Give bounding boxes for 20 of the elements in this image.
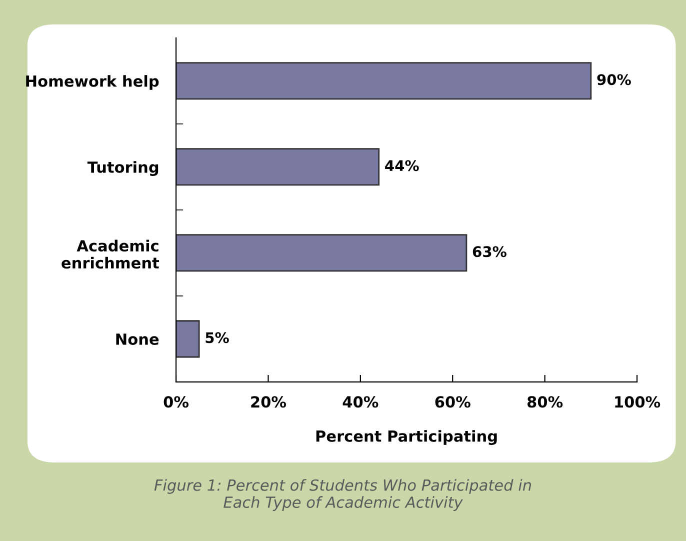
- y-tick-label: None: [116, 334, 159, 345]
- y-tick-label: Academic enrichment: [62, 240, 160, 269]
- bar: [176, 234, 468, 272]
- x-tick-label: 100%: [615, 396, 660, 408]
- bar: [176, 148, 380, 186]
- bar: [176, 62, 592, 100]
- x-tick-label: 0%: [164, 396, 189, 408]
- x-tick-label: 60%: [435, 396, 470, 408]
- data-label: 63%: [472, 246, 506, 258]
- x-tick-label: 40%: [342, 396, 378, 408]
- bar: [176, 320, 200, 358]
- data-label: 44%: [385, 160, 419, 172]
- y-tick-label: Homework help: [26, 75, 159, 90]
- data-label: 5%: [206, 332, 229, 344]
- x-tick-label: 80%: [527, 396, 563, 408]
- caption: Figure 1: Percent of Students Who Participated in Each Type of Academic Activity: [154, 479, 532, 511]
- x-tick-label: 20%: [251, 396, 286, 408]
- y-tick-label: Tutoring: [87, 161, 158, 176]
- data-label: 90%: [597, 74, 631, 86]
- x-axis-title: Percent Participating: [316, 430, 497, 445]
